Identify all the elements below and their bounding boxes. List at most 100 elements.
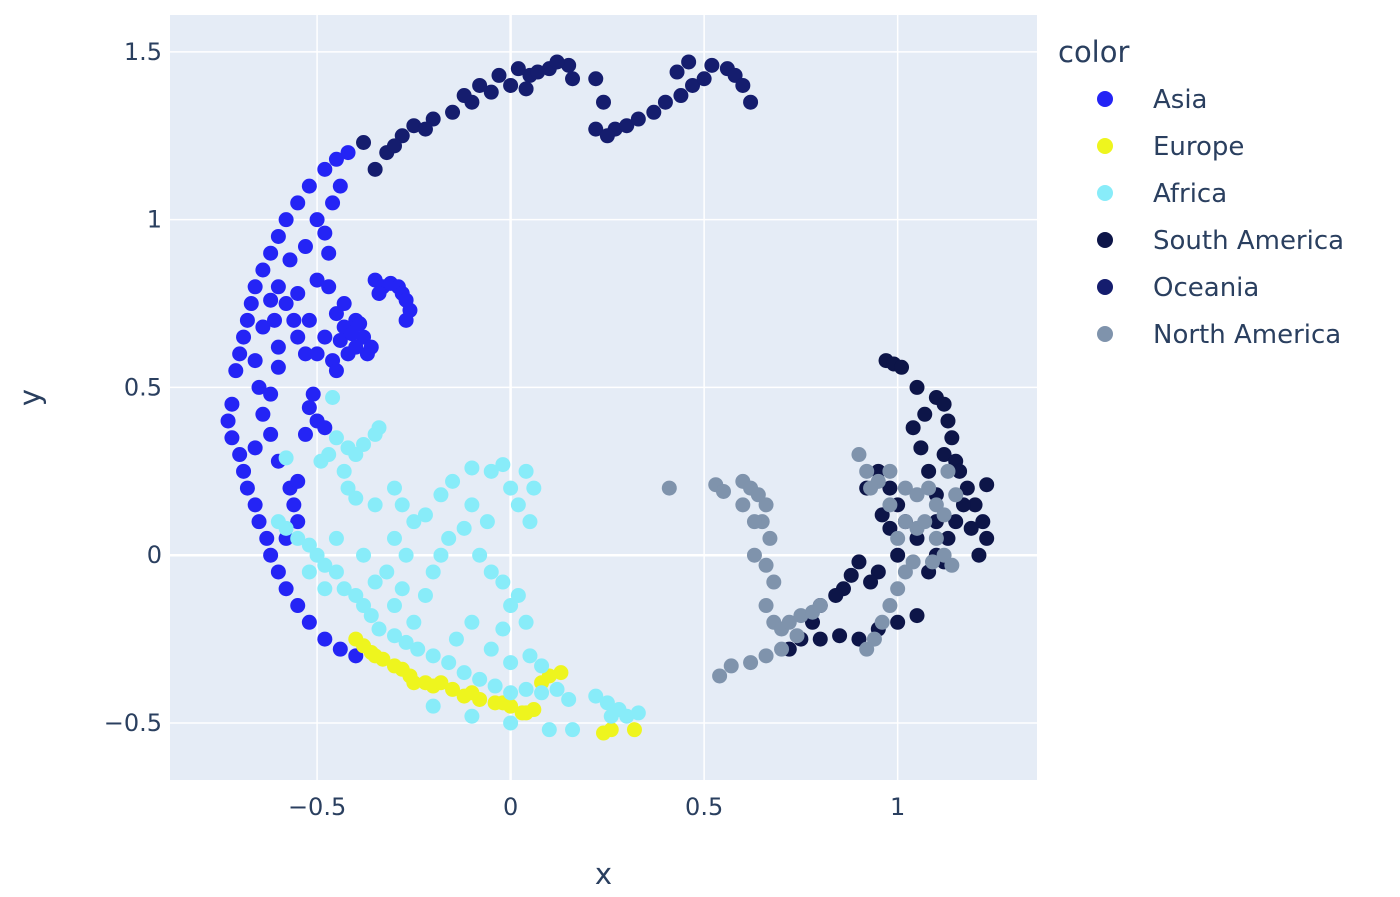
data-point [603,722,619,738]
legend: color Asia Europe Africa South America Ocean… [1058,35,1344,350]
data-point [317,225,333,241]
data-point [882,598,898,614]
data-point [630,705,646,721]
data-point [940,413,956,429]
data-point [758,598,774,614]
data-point [251,514,267,530]
data-point [336,581,352,597]
data-point [979,530,995,546]
data-point [905,554,921,570]
data-point [518,463,534,479]
legend-marker [1097,185,1113,201]
data-point [328,564,344,580]
data-point [843,567,859,583]
data-point [386,138,402,154]
data-point [297,426,313,442]
legend-item-label: South America [1153,226,1344,256]
legend-item-label: North America [1153,320,1341,350]
data-point [267,312,283,328]
data-point [328,151,344,167]
data-point [882,497,898,513]
y-tick-label: −0.5 [104,709,162,737]
data-point [321,279,337,295]
data-point [746,547,762,563]
data-point [897,480,913,496]
data-point [890,530,906,546]
x-tick-label: −0.5 [288,793,346,821]
data-point [371,621,387,637]
data-point [425,564,441,580]
data-point [952,463,968,479]
data-point [483,463,499,479]
data-point [495,457,511,473]
y-tick-label: 1 [147,206,162,234]
data-point [553,665,569,681]
data-point [348,339,364,355]
data-point [363,608,379,624]
data-point [979,477,995,493]
data-point [619,708,635,724]
data-point [851,447,867,463]
data-point [356,135,372,150]
data-point [356,436,372,452]
data-point [263,426,279,442]
data-point [228,363,244,379]
data-point [971,547,987,563]
data-point [464,460,480,476]
data-point [561,57,577,73]
data-point [596,94,611,110]
data-point [510,497,526,513]
data-point [332,332,348,348]
data-point [890,547,906,563]
data-point [936,396,952,412]
data-point [270,564,286,580]
data-point [483,564,499,580]
x-tick-label: 0 [503,793,518,821]
data-point [332,641,348,657]
data-point [290,195,306,211]
data-point [464,497,480,513]
data-point [317,631,333,647]
data-point [522,648,538,664]
data-point [236,329,252,345]
data-point [417,121,433,137]
data-point [456,665,472,681]
data-point [685,77,701,93]
data-point [270,339,286,355]
x-axis-title: x [595,857,612,891]
data-point [518,705,534,721]
data-point [371,420,387,436]
data-point [328,430,344,446]
data-point [874,614,890,630]
data-point [282,252,298,268]
data-point [472,547,488,563]
data-point [603,708,619,724]
data-point [259,530,275,546]
data-point [909,487,925,503]
data-point [696,71,712,87]
data-point [890,581,906,597]
data-point [386,480,402,496]
data-point [363,339,379,355]
data-point [224,430,240,446]
data-point [406,675,422,691]
data-point [669,64,685,80]
data-point [290,473,306,489]
x-axis-ticks: −0.5 0 0.5 1 [288,793,905,821]
data-point [936,507,952,523]
data-point [255,406,271,422]
data-point [398,634,414,650]
x-tick-label: 1 [890,793,905,821]
data-point [232,346,248,362]
data-point [657,94,673,110]
data-point [963,520,979,536]
data-point [565,71,581,87]
data-point [286,312,302,328]
data-point [301,564,317,580]
data-point [518,81,534,97]
data-point [278,520,294,536]
data-point [433,487,449,503]
data-point [445,681,461,697]
data-point [897,514,913,530]
data-point [247,353,263,369]
